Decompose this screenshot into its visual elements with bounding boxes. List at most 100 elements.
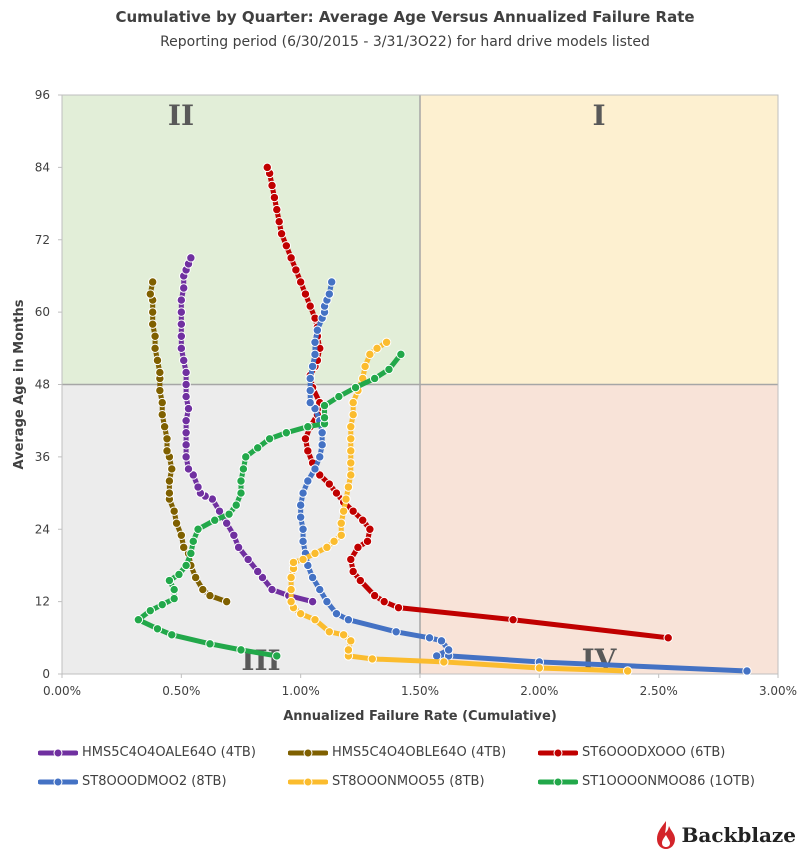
data-point [319,412,330,423]
data-point [324,479,335,489]
data-point [241,452,251,462]
logo-text: Backblaze [681,823,796,847]
data-point [396,349,406,360]
data-point [150,343,160,354]
data-point [346,554,356,565]
data-point [379,596,389,607]
data-point [424,633,435,643]
data-point [286,596,296,607]
legend-swatch [37,748,79,757]
data-point [310,337,320,347]
quadrant-label-i: I [592,99,605,132]
data-point [186,548,196,559]
data-point [179,542,189,553]
quadrant-ii [62,95,420,385]
data-point [336,530,346,540]
legend-label: ST6OOODXOOO (6TB) [582,745,726,760]
data-point [286,572,296,583]
data-point [162,434,172,444]
data-point [310,548,320,559]
quadrant-label-ii: II [168,99,194,132]
data-point [190,572,201,583]
data-point [157,409,167,420]
data-point [369,590,380,601]
data-point [348,397,358,408]
data-point [183,403,194,414]
data-point [348,506,358,516]
legend-swatch [287,748,329,757]
data-point [295,608,306,619]
data-point [262,162,272,173]
data-point [167,630,177,640]
data-point [276,229,287,239]
data-point [181,452,191,462]
data-point [315,584,325,595]
data-point [210,515,220,525]
data-point [272,204,282,215]
data-point [164,488,175,498]
data-point [322,542,332,553]
data-point [443,645,454,655]
data-point [205,639,215,649]
legend-label: HMS5C4O4OALE64O (4TB) [82,745,256,760]
legend-item: HMS5C4O4OALE64O (4TB) [37,745,256,760]
chart-title: Cumulative by Quarter: Average Age Versu… [115,8,695,26]
data-point [343,615,354,625]
data-point [267,584,277,595]
y-tick-label: 24 [35,522,50,536]
data-point [742,666,752,676]
data-point [253,566,263,577]
data-point [355,575,366,586]
y-tick-label: 48 [35,378,50,392]
data-point [331,488,342,498]
data-point [286,584,296,595]
data-point [152,355,163,366]
data-point [307,361,318,372]
data-point [326,277,337,287]
data-point [291,265,301,275]
flame-icon [657,821,676,849]
data-point [157,599,167,610]
data-point [221,596,232,607]
data-point [155,385,165,396]
data-point [162,446,172,456]
data-point [303,446,313,456]
legend-swatch [537,777,579,786]
data-point [147,277,158,287]
data-point [236,645,246,655]
data-point [310,615,320,625]
data-point [534,663,545,673]
data-point [167,464,177,474]
data-point [303,560,313,571]
data-point [310,464,320,474]
data-point [305,385,315,396]
series-3 [295,277,752,676]
data-point [432,651,442,661]
data-point [243,554,253,565]
data-point [307,572,318,583]
data-point [295,500,306,510]
data-point [331,608,342,619]
y-tick-label: 60 [35,305,50,319]
data-point [176,295,187,305]
data-point [303,476,313,486]
x-tick-label: 0.00% [43,684,81,698]
data-point [164,575,175,586]
data-point [348,409,358,420]
data-point [324,627,335,637]
data-point [329,536,339,547]
data-point [381,337,392,347]
data-point [286,253,296,263]
legend-label: HMS5C4O4OBLE64O (4TB) [332,745,507,760]
data-point [152,624,163,634]
data-point [295,512,306,522]
legend-item: ST8OOONMOO55 (8TB) [287,774,485,789]
data-point [169,593,179,604]
x-tick-label: 3.00% [759,684,797,698]
data-point [272,651,282,661]
data-point [159,422,170,432]
data-point [281,241,292,251]
data-point [346,458,356,468]
data-point [221,518,232,528]
data-point [305,397,315,408]
